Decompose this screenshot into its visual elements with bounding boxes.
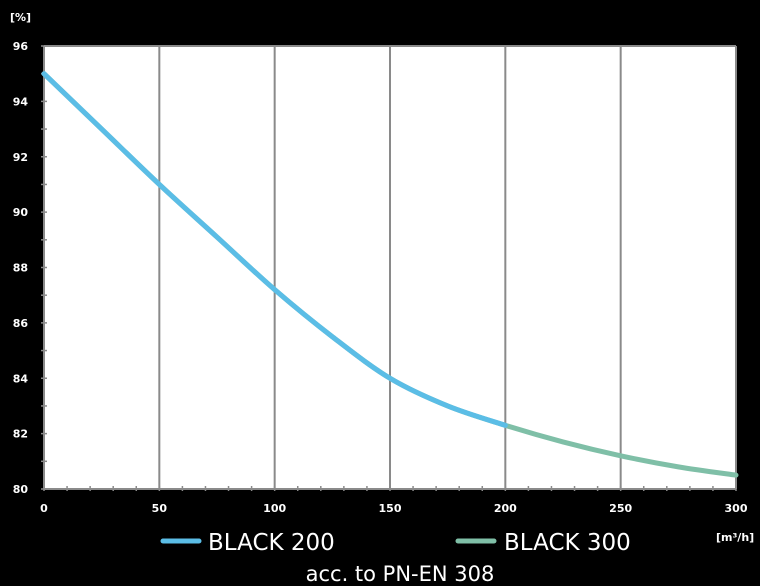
y-tick-label: 96 (13, 40, 29, 53)
chart-subtitle: acc. to PN-EN 308 (306, 562, 495, 586)
y-tick-label: 88 (13, 262, 28, 275)
y-tick-label: 86 (13, 317, 29, 330)
y-tick-labels: 80 82 84 86 88 90 92 94 96 (13, 40, 29, 496)
y-axis-unit: [%] (10, 11, 31, 24)
series-line-black-200 (41, 71, 508, 428)
x-tick-label: 100 (263, 502, 286, 515)
y-tick-label: 82 (13, 428, 28, 441)
x-tick-labels: 0 50 100 150 200 250 300 (40, 502, 748, 515)
y-tick-label: 90 (13, 206, 29, 219)
x-axis-unit: [m³/h] (716, 531, 754, 544)
legend: BLACK 200 BLACK 300 (160, 530, 631, 556)
minor-ticks (41, 45, 737, 491)
x-tick-label: 0 (40, 502, 48, 515)
x-tick-label: 250 (609, 502, 632, 515)
legend-label-black-200: BLACK 200 (208, 530, 335, 556)
y-tick-label: 84 (13, 372, 29, 385)
x-tick-label: 150 (379, 502, 402, 515)
x-tick-label: 50 (152, 502, 168, 515)
legend-label-black-300: BLACK 300 (504, 530, 631, 556)
series-lines (41, 71, 739, 478)
y-tick-label: 80 (13, 483, 29, 496)
y-tick-label: 92 (13, 151, 28, 164)
y-tick-label: 94 (13, 95, 29, 108)
x-tick-label: 200 (494, 502, 517, 515)
x-tick-label: 300 (725, 502, 748, 515)
